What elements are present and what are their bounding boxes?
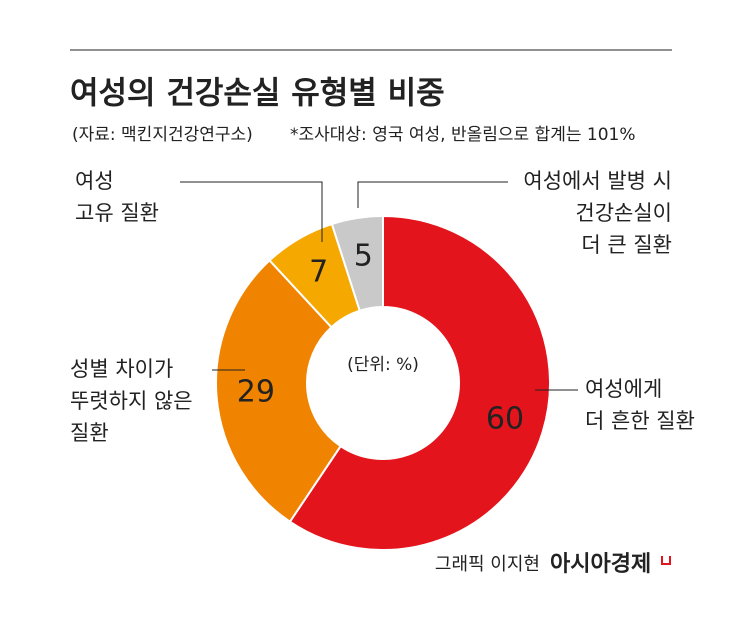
leader-line xyxy=(180,181,323,242)
category-label: 여성 xyxy=(75,169,114,193)
chart-title: 여성의 건강손실 유형별 비중 xyxy=(70,76,445,112)
value-label: 60 xyxy=(486,402,524,437)
category-label: 여성에서 발병 시 xyxy=(523,169,672,193)
category-label: 건강손실이 xyxy=(575,201,672,225)
category-label: 성별 차이가 xyxy=(70,357,173,381)
donut-segment xyxy=(288,214,551,551)
unit-label: (단위: %) xyxy=(347,355,419,375)
category-label: 여성에게 xyxy=(585,377,662,401)
source: (자료: 맥킨지건강연구소) xyxy=(72,125,253,145)
logo-mark xyxy=(661,556,671,565)
category-label: 더 흔한 질환 xyxy=(585,409,695,433)
category-label: 질환 xyxy=(70,421,109,445)
value-label: 29 xyxy=(237,374,275,409)
category-label: 고유 질환 xyxy=(75,201,159,225)
donut-segment xyxy=(330,214,384,312)
donut-segment xyxy=(215,258,343,524)
value-label: 5 xyxy=(354,239,373,274)
leader-line xyxy=(357,181,508,208)
credit: 그래픽 이지현 xyxy=(435,554,540,575)
value-label: 7 xyxy=(309,254,328,289)
publisher: 아시아경제 xyxy=(550,552,651,577)
category-label: 더 큰 질환 xyxy=(581,233,672,257)
note: *조사대상: 영국 여성, 반올림으로 합계는 101% xyxy=(290,125,636,145)
category-label: 뚜렷하지 않은 xyxy=(70,389,193,413)
